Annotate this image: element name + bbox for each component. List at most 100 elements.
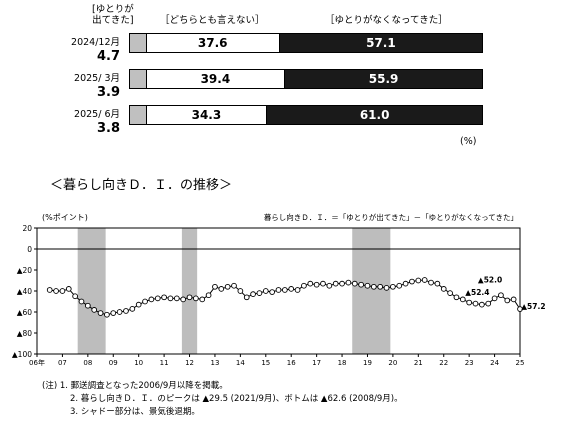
data-point	[409, 278, 415, 285]
data-point	[269, 289, 275, 295]
data-point	[402, 280, 409, 287]
data-point	[294, 287, 301, 293]
x-tick-label: 10	[134, 359, 143, 367]
data-point	[224, 283, 231, 290]
y-axis-label: (%ポイント)	[42, 213, 88, 222]
data-point	[313, 281, 320, 288]
data-point	[339, 280, 345, 287]
data-point	[396, 282, 403, 289]
data-point	[434, 280, 441, 287]
formula-label: 暮らし向きＤ．Ｉ．＝「ゆとりが出てきた」－「ゆとりがなくなってきた」	[264, 212, 518, 222]
data-point	[479, 301, 485, 308]
percent-unit: (%)	[460, 136, 477, 147]
stacked-bar: 37.6 57.1	[129, 33, 483, 53]
data-point	[440, 286, 447, 292]
segment-yes	[130, 106, 147, 124]
data-point	[390, 283, 396, 290]
recession-shade	[352, 228, 391, 354]
data-point	[301, 282, 307, 289]
x-tick-label: 12	[185, 359, 194, 367]
data-point	[193, 295, 199, 302]
y-tick-label: ▲20	[17, 266, 33, 275]
data-point	[282, 287, 288, 293]
footnotes: (注) 1. 郵送調査となった2006/9月以降を掲載。 2. 暮らし向きＤ．Ｉ…	[42, 380, 403, 419]
data-point	[466, 299, 473, 306]
x-tick-label: 20	[388, 359, 397, 367]
header-yes: [ゆとりが 出てきた]	[92, 4, 134, 26]
data-point	[377, 283, 384, 290]
data-point	[498, 292, 504, 299]
data-point	[72, 293, 78, 300]
row-date: 2025/ 6月	[74, 109, 120, 120]
data-point	[180, 296, 187, 303]
note-1: (注) 1. 郵送調査となった2006/9月以降を掲載。	[42, 381, 228, 391]
data-point	[154, 295, 161, 302]
x-tick-label: 23	[465, 359, 474, 367]
header-neutral: ［どちらとも言えない］	[160, 15, 265, 26]
data-point	[256, 290, 263, 296]
y-tick-label: 20	[22, 224, 32, 233]
x-tick-label: 14	[236, 359, 245, 367]
header-no: ［ゆとりがなくなってきた］	[325, 15, 448, 26]
stacked-bar: 39.4 55.9	[129, 69, 483, 89]
data-point	[326, 282, 333, 289]
data-point	[288, 286, 295, 292]
x-tick-label: 17	[312, 359, 321, 367]
data-point	[517, 306, 523, 312]
data-point	[370, 283, 377, 290]
x-tick-label: 24	[490, 359, 499, 367]
y-tick-label: ▲60	[17, 308, 33, 317]
data-point	[262, 288, 269, 294]
data-annotation: ▲52.0	[478, 276, 502, 285]
data-point	[415, 277, 422, 284]
segment-yes	[130, 34, 147, 52]
data-point	[205, 292, 212, 299]
data-point	[332, 280, 339, 287]
data-point	[91, 307, 98, 313]
row-di-value: 3.9	[96, 85, 120, 100]
x-tick-label: 09	[109, 359, 118, 367]
data-point	[59, 288, 66, 294]
data-point	[428, 279, 434, 286]
data-point	[84, 302, 91, 309]
x-tick-label: 19	[363, 359, 372, 367]
segment-no: 55.9	[285, 70, 482, 88]
data-point	[243, 294, 250, 301]
data-point	[447, 290, 453, 296]
data-point	[142, 298, 148, 305]
y-tick-label: ▲40	[17, 287, 33, 296]
note-3: 3. シャドー部分は、景気後退期。	[70, 407, 200, 417]
data-point	[421, 277, 428, 283]
data-point	[97, 310, 104, 316]
data-point	[218, 286, 225, 292]
data-point	[161, 294, 167, 301]
data-point	[351, 280, 358, 287]
data-point	[345, 279, 352, 286]
data-point	[46, 287, 53, 293]
data-point	[129, 305, 136, 312]
x-tick-label: 15	[261, 359, 270, 367]
data-point	[212, 283, 218, 290]
data-point	[116, 309, 123, 315]
segment-neutral: 37.6	[146, 34, 280, 52]
x-tick-label: 16	[287, 359, 296, 367]
data-point	[459, 296, 466, 303]
data-point	[173, 295, 180, 302]
x-tick-label: 22	[439, 359, 448, 367]
data-point	[167, 295, 174, 302]
data-point	[148, 296, 155, 303]
x-tick-label: 13	[210, 359, 219, 367]
data-point	[53, 288, 59, 294]
data-annotation: ▲57.2	[521, 302, 545, 311]
data-point	[307, 280, 314, 287]
data-point	[472, 300, 479, 307]
recession-shade	[77, 228, 106, 354]
data-point	[104, 311, 110, 318]
data-point	[250, 291, 256, 298]
data-point	[383, 284, 390, 291]
recession-shade	[181, 228, 198, 354]
x-tick-label: 07	[58, 359, 67, 367]
data-point	[491, 295, 498, 302]
data-point	[110, 310, 117, 316]
data-point	[199, 296, 206, 303]
